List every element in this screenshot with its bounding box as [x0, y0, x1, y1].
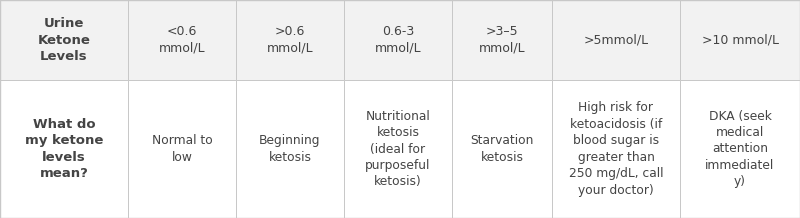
- Bar: [680, 0, 800, 80]
- Bar: [128, 0, 236, 80]
- Bar: [552, 0, 680, 80]
- Bar: [680, 80, 800, 218]
- Bar: [0, 0, 128, 80]
- Text: <0.6
mmol/L: <0.6 mmol/L: [158, 25, 206, 55]
- Bar: [236, 0, 344, 80]
- Bar: [452, 80, 552, 218]
- Text: >10 mmol/L: >10 mmol/L: [702, 34, 778, 46]
- Text: Beginning
ketosis: Beginning ketosis: [259, 134, 321, 164]
- Bar: [344, 0, 452, 80]
- Text: DKA (seek
medical
attention
immediatel
y): DKA (seek medical attention immediatel y…: [706, 109, 774, 189]
- Text: Starvation
ketosis: Starvation ketosis: [470, 134, 534, 164]
- Bar: [0, 80, 128, 218]
- Text: High risk for
ketoacidosis (if
blood sugar is
greater than
250 mg/dL, call
your : High risk for ketoacidosis (if blood sug…: [569, 101, 663, 197]
- Bar: [452, 0, 552, 80]
- Text: >0.6
mmol/L: >0.6 mmol/L: [266, 25, 314, 55]
- Bar: [552, 80, 680, 218]
- Text: Nutritional
ketosis
(ideal for
purposeful
ketosis): Nutritional ketosis (ideal for purposefu…: [366, 109, 430, 189]
- Text: >3–5
mmol/L: >3–5 mmol/L: [478, 25, 526, 55]
- Text: Normal to
low: Normal to low: [152, 134, 212, 164]
- Text: Urine
Ketone
Levels: Urine Ketone Levels: [38, 17, 90, 63]
- Bar: [128, 80, 236, 218]
- Text: 0.6-3
mmol/L: 0.6-3 mmol/L: [374, 25, 422, 55]
- Text: >5mmol/L: >5mmol/L: [583, 34, 649, 46]
- Bar: [344, 80, 452, 218]
- Bar: [236, 80, 344, 218]
- Text: What do
my ketone
levels
mean?: What do my ketone levels mean?: [25, 118, 103, 180]
